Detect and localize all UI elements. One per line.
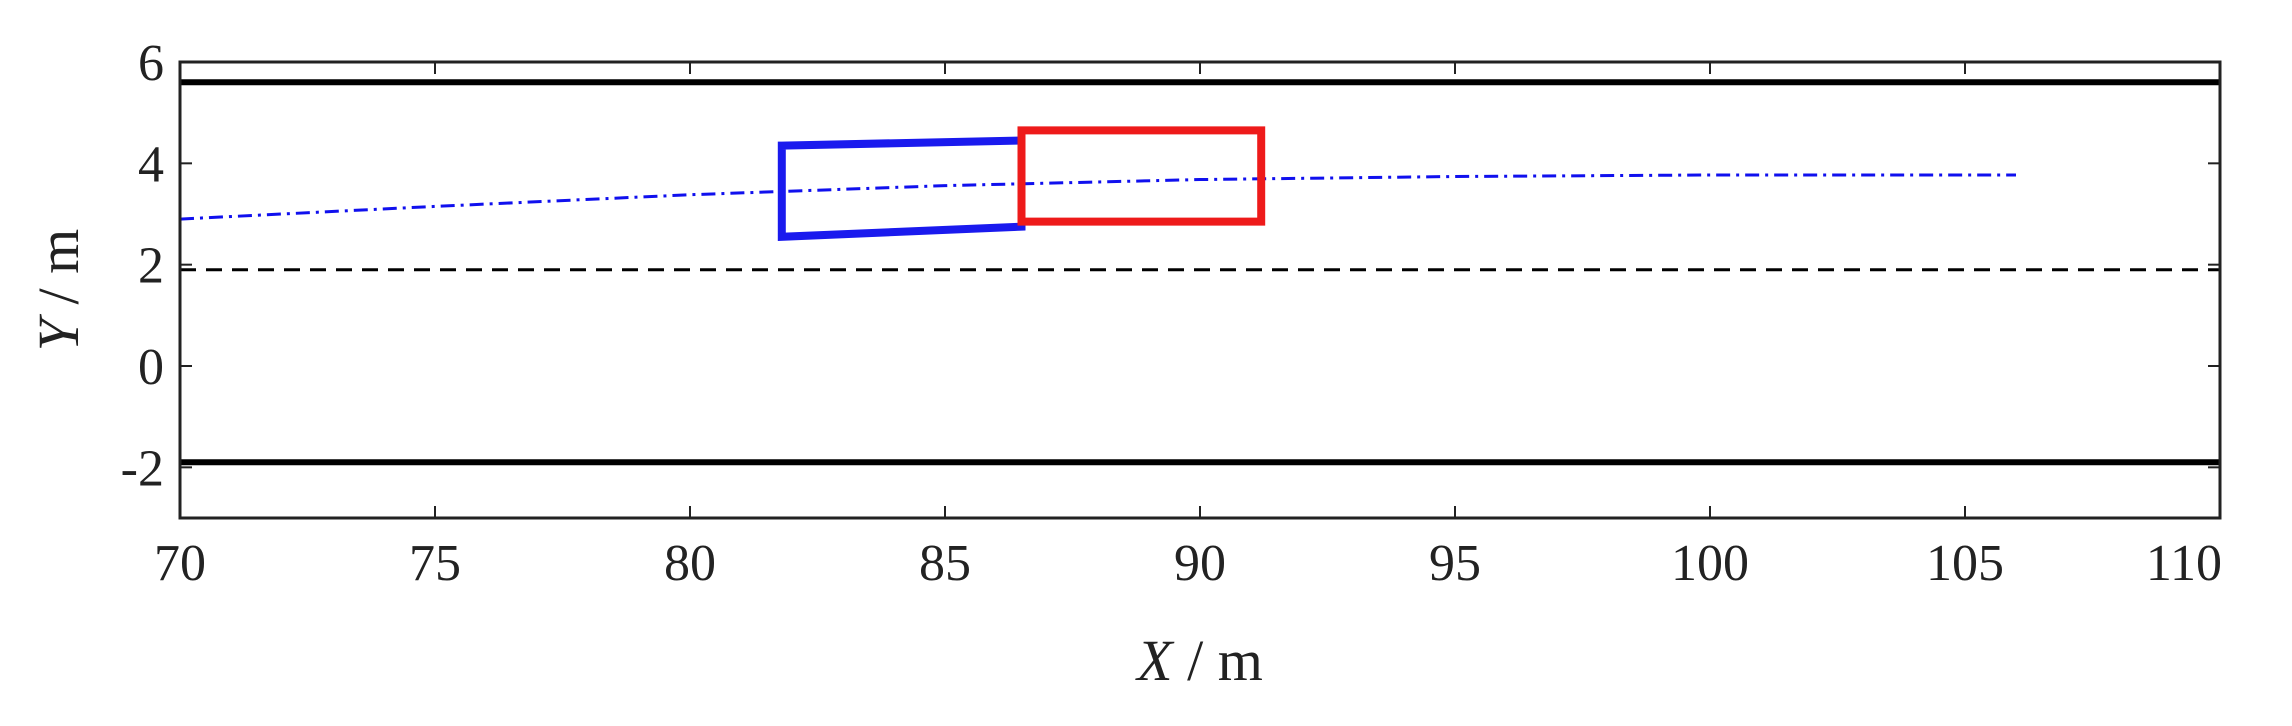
y-axis-ticks: -2 0 2 4 6 bbox=[121, 35, 2220, 497]
x-tick-label: 100 bbox=[1671, 535, 1749, 592]
lane-lines bbox=[180, 79, 2220, 466]
blue-vehicle-box bbox=[777, 136, 1026, 241]
plot-area bbox=[180, 62, 2220, 518]
x-tick-label: 85 bbox=[919, 535, 971, 592]
y-tick-label: 0 bbox=[138, 339, 164, 396]
red-vehicle-box bbox=[1017, 126, 1266, 226]
y-tick-label: 6 bbox=[138, 35, 164, 92]
trajectory-line-0 bbox=[179, 173, 2016, 221]
vehicle-boxes bbox=[777, 126, 1266, 241]
y-tick-label: 4 bbox=[138, 136, 164, 193]
y-tick-label: -2 bbox=[121, 440, 164, 497]
trajectory-series bbox=[179, 173, 2016, 221]
x-tick-label: 80 bbox=[664, 535, 716, 592]
x-tick-label: 95 bbox=[1429, 535, 1481, 592]
x-axis-ticks: 70 75 80 85 90 95 100 105 110 bbox=[154, 62, 2222, 592]
x-tick-label: 90 bbox=[1174, 535, 1226, 592]
x-tick-label: 70 bbox=[154, 535, 206, 592]
y-axis-title: Y / m bbox=[26, 229, 91, 352]
x-tick-label: 105 bbox=[1926, 535, 2004, 592]
x-axis-title: X / m bbox=[1135, 628, 1263, 693]
y-tick-label: 2 bbox=[138, 238, 164, 295]
x-tick-label: 110 bbox=[2146, 535, 2222, 592]
x-tick-label: 75 bbox=[409, 535, 461, 592]
